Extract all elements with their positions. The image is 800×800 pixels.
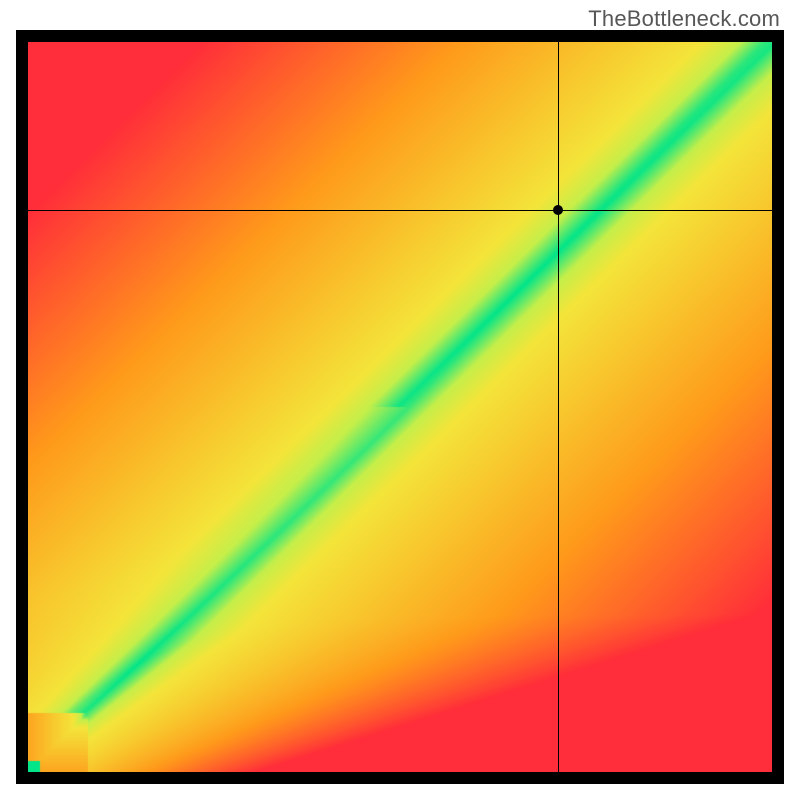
plot-frame (16, 30, 784, 784)
plot-area (28, 42, 772, 772)
crosshair-marker (553, 205, 563, 215)
crosshair-horizontal (28, 210, 772, 211)
crosshair-vertical (558, 42, 559, 772)
chart-container: TheBottleneck.com (0, 0, 800, 800)
heatmap-canvas (28, 42, 772, 772)
watermark-text: TheBottleneck.com (588, 6, 780, 32)
